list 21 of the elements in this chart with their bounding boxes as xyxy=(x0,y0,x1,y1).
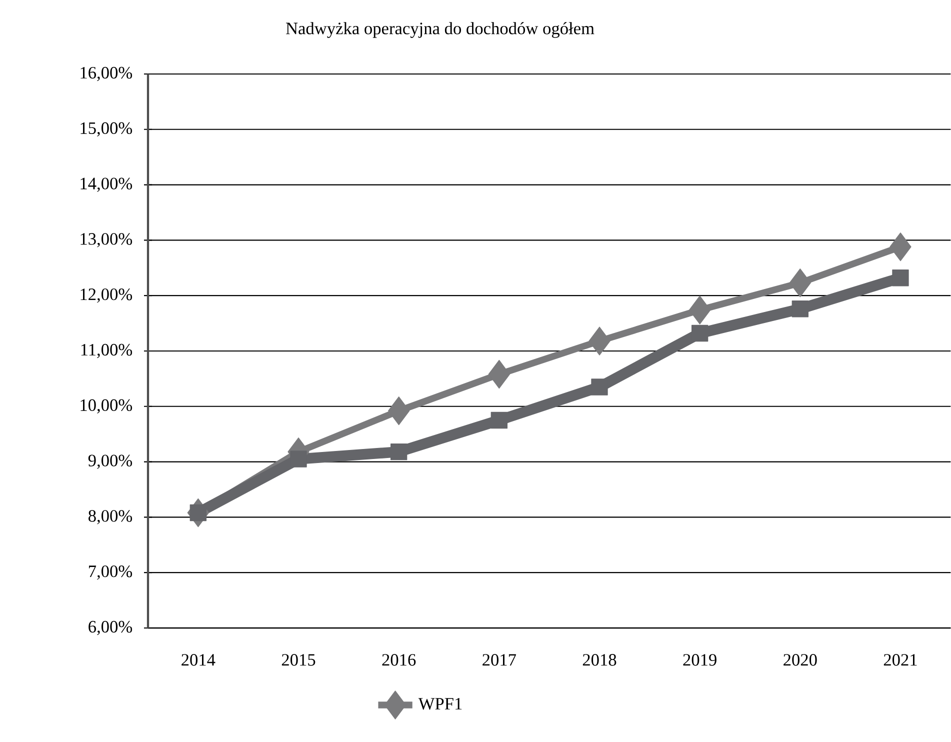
x-tick-label: 2017 xyxy=(482,654,516,666)
legend-label: WPF1 xyxy=(418,698,462,710)
y-tick-label: 14,00% xyxy=(80,178,132,192)
y-tick-label: 6,00% xyxy=(88,620,132,636)
x-tick-label: 2015 xyxy=(282,654,316,666)
x-tick-label: 2014 xyxy=(182,654,216,666)
y-tick-label: 10,00% xyxy=(80,399,132,414)
x-tick-label: 2021 xyxy=(884,654,917,666)
x-tick-label: 2020 xyxy=(784,654,817,666)
x-tick-label: 2016 xyxy=(382,654,416,666)
y-tick-label: 15,00% xyxy=(80,122,132,136)
x-tick-label: 2018 xyxy=(582,654,616,666)
y-tick-label: 13,00% xyxy=(80,233,132,248)
y-tick-label: 11,00% xyxy=(81,344,132,358)
y-tick-label: 8,00% xyxy=(88,510,132,524)
y-tick-label: 7,00% xyxy=(89,565,132,580)
y-tick-label: 9,00% xyxy=(88,454,132,469)
y-tick-label: 12,00% xyxy=(80,288,132,303)
x-tick-label: 2019 xyxy=(683,654,716,666)
y-tick-label: 16,00% xyxy=(80,66,132,82)
chart-title: Nadwyżka operacyjna do dochodów ogółem xyxy=(286,22,594,38)
